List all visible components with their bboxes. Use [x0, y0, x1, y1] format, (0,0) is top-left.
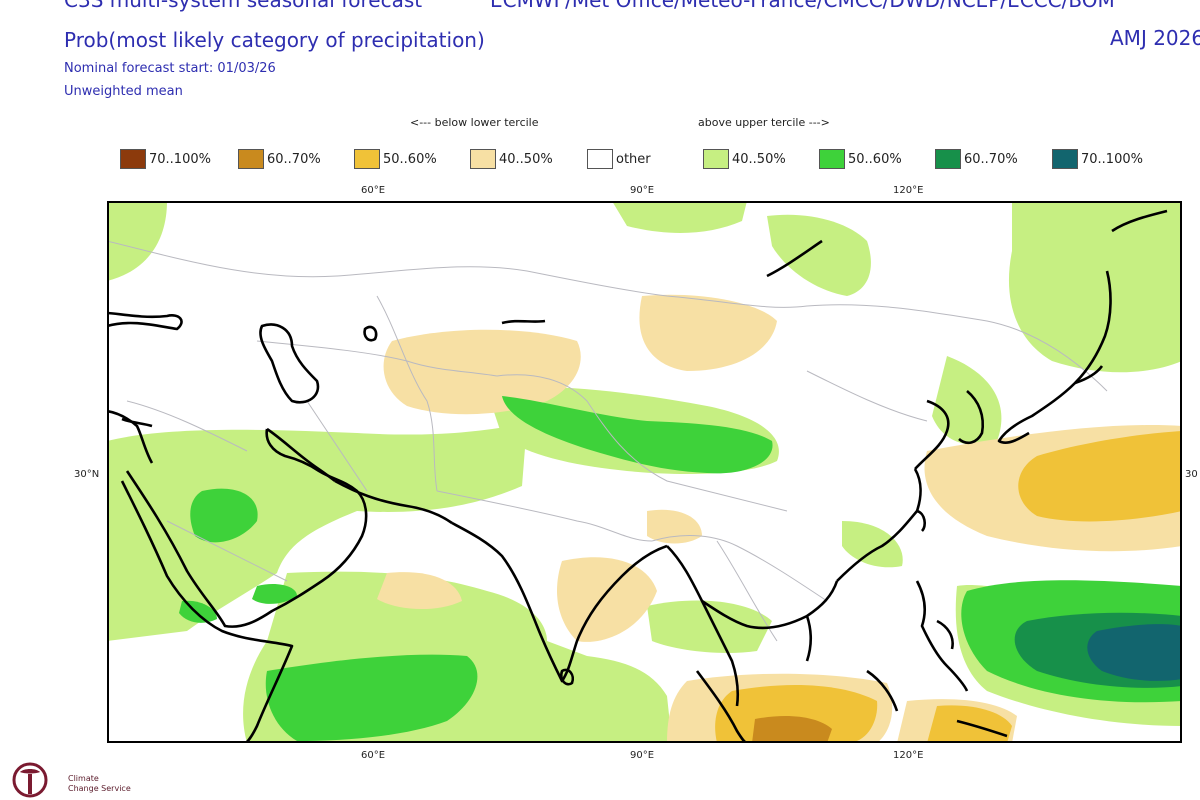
logo-line-2: Change Service [68, 784, 131, 793]
legend-label: other [616, 151, 651, 167]
region-below-60-70 [752, 716, 832, 743]
lon-label-top-120e: 120°E [893, 185, 924, 196]
lon-label-top-90e: 90°E [630, 185, 655, 196]
region-below-50-60 [715, 431, 1182, 743]
legend-item-above-70-100: 70..100% [1052, 148, 1143, 170]
copernicus-logo [12, 762, 48, 798]
forecast-season: AMJ 2026 [1110, 26, 1200, 50]
lon-label-bottom-120e: 120°E [893, 750, 924, 761]
lat-label-right-30n: 30 [1185, 469, 1198, 480]
legend-item-above-60-70: 60..70% [935, 148, 1018, 170]
ensemble-mean-note: Unweighted mean [64, 84, 183, 99]
legend-item-above-50-60: 50..60% [819, 148, 902, 170]
legend-swatch [120, 149, 146, 169]
probability-legend: 70..100% 60..70% 50..60% 40..50% other 4… [0, 148, 1200, 172]
legend-item-below-50-60: 50..60% [354, 148, 437, 170]
legend-label: 70..100% [1081, 151, 1143, 167]
below-tercile-label: <--- below lower tercile [410, 116, 539, 129]
legend-swatch [935, 149, 961, 169]
legend-swatch [819, 149, 845, 169]
legend-swatch [470, 149, 496, 169]
legend-swatch [1052, 149, 1078, 169]
logo-text: Climate Change Service [68, 774, 131, 794]
legend-label: 40..50% [499, 151, 553, 167]
legend-swatch [703, 149, 729, 169]
legend-label: 50..60% [383, 151, 437, 167]
legend-item-below-70-100: 70..100% [120, 148, 211, 170]
coastlines [107, 209, 1168, 743]
lon-label-top-60e: 60°E [361, 185, 386, 196]
legend-item-other: other [587, 148, 651, 170]
legend-swatch [354, 149, 380, 169]
forecast-map [107, 201, 1182, 743]
legend-label: 60..70% [267, 151, 321, 167]
legend-item-below-60-70: 60..70% [238, 148, 321, 170]
logo-line-1: Climate [68, 774, 99, 783]
forecast-subtitle: Prob(most likely category of precipitati… [64, 28, 485, 52]
legend-label: 50..60% [848, 151, 902, 167]
legend-label: 60..70% [964, 151, 1018, 167]
lon-label-bottom-90e: 90°E [630, 750, 655, 761]
forecast-start-date: Nominal forecast start: 01/03/26 [64, 61, 276, 76]
legend-swatch [238, 149, 264, 169]
forecast-title: C3S multi-system seasonal forecast [64, 0, 423, 12]
legend-label: 40..50% [732, 151, 786, 167]
region-above-70-100 [1087, 624, 1182, 681]
country-borders [107, 240, 1108, 642]
map-frame [107, 201, 1182, 743]
legend-item-below-40-50: 40..50% [470, 148, 553, 170]
lon-label-bottom-60e: 60°E [361, 750, 386, 761]
forecast-systems: ECMWF/Met Office/Meteo-France/CMCC/DWD/N… [490, 0, 1115, 12]
legend-swatch [587, 149, 613, 169]
above-tercile-label: above upper tercile ---> [698, 116, 830, 129]
legend-label: 70..100% [149, 151, 211, 167]
lat-label-left-30n: 30°N [74, 469, 100, 480]
legend-item-above-40-50: 40..50% [703, 148, 786, 170]
